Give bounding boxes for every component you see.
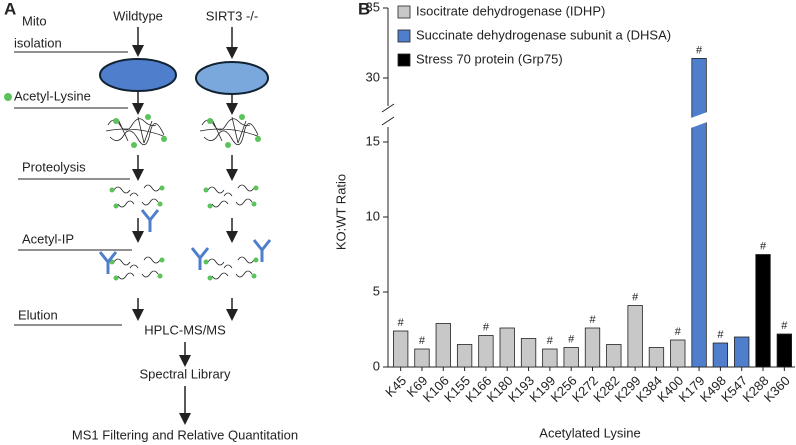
bar: [456, 344, 473, 368]
step-label: Proteolysis: [22, 159, 86, 174]
y-tick-label: 35: [366, 0, 380, 14]
significance-marker: #: [568, 333, 575, 345]
y-tick-label: 15: [366, 133, 380, 148]
step-label: Mito: [22, 13, 47, 28]
bar: [691, 58, 707, 368]
significance-marker: #: [547, 335, 554, 347]
significance-marker: #: [675, 326, 682, 338]
bar: [393, 330, 409, 368]
significance-marker: #: [760, 240, 767, 252]
antibody: [190, 246, 210, 272]
bar: [478, 335, 494, 368]
peptides: [109, 256, 165, 281]
legend-label: Stress 70 protein (Grp75): [416, 51, 563, 66]
step-label: Acetyl-IP: [22, 231, 74, 246]
output-label: Spectral Library: [139, 366, 231, 381]
bar: [584, 327, 601, 368]
bar: [734, 336, 750, 368]
column-label: SIRT3 -/-: [206, 8, 259, 23]
output-label: MS1 Filtering and Relative Quantitation: [72, 427, 298, 442]
bar: [648, 347, 665, 368]
axis-break: [381, 103, 395, 113]
bar: [520, 338, 537, 368]
bar: [499, 327, 515, 368]
y-axis-title: KO:WT Ratio: [333, 174, 348, 250]
peptides: [203, 184, 259, 209]
y-tick-label: 5: [373, 283, 380, 298]
output-label: HPLC-MS/MS: [144, 322, 226, 337]
panel-label: B: [358, 0, 370, 18]
panel-label: A: [4, 0, 16, 18]
bar: [712, 342, 729, 368]
bar-break: [688, 111, 710, 129]
protein-tangle: [199, 113, 262, 149]
step-label: Acetyl-Lysine: [14, 88, 91, 103]
legend-label: Isocitrate dehydrogenase (IDHP): [416, 3, 605, 18]
legend-label: Succinate dehydrogenase subunit a (DHSA): [416, 27, 671, 42]
mitochondrion: [195, 61, 269, 95]
significance-marker: #: [483, 321, 490, 333]
significance-marker: #: [717, 329, 724, 341]
panel-b: B Acetylated Lysine KO:WT Ratio 0 5 10 15 30…: [333, 0, 795, 440]
peptides: [203, 256, 259, 281]
bar: [776, 333, 792, 368]
step-label: isolation: [14, 35, 62, 50]
step-label: Elution: [18, 307, 58, 322]
bar: [435, 323, 451, 368]
bar: [755, 254, 771, 368]
column-label: Wildtype: [113, 8, 163, 23]
significance-marker: #: [632, 291, 639, 303]
bar: [414, 348, 430, 368]
x-axis-title: Acetylated Lysine: [539, 425, 640, 440]
significance-marker: #: [781, 320, 788, 332]
antibody: [140, 208, 160, 234]
legend-swatch: [397, 29, 411, 43]
significance-marker: #: [589, 314, 596, 326]
bar: [563, 347, 579, 368]
bar: [670, 339, 686, 368]
bar: [542, 348, 558, 368]
significance-marker: #: [419, 335, 426, 347]
panel-a: A Wildtype SIRT3 -/- Mito isolation Acet…: [4, 0, 298, 442]
axis-break: [381, 116, 395, 126]
bar: [627, 305, 643, 368]
peptides: [109, 184, 165, 209]
y-tick-label: 30: [366, 69, 380, 84]
y-tick-label: 0: [373, 358, 380, 373]
significance-marker: #: [696, 44, 703, 56]
protein-tangle: [105, 113, 168, 149]
bar: [606, 344, 622, 368]
y-tick-label: 10: [366, 208, 380, 223]
legend-swatch: [397, 53, 411, 67]
legend-swatch: [397, 5, 411, 19]
mitochondrion: [99, 58, 177, 92]
significance-marker: #: [398, 317, 405, 329]
acetyl-dot: [4, 93, 12, 101]
